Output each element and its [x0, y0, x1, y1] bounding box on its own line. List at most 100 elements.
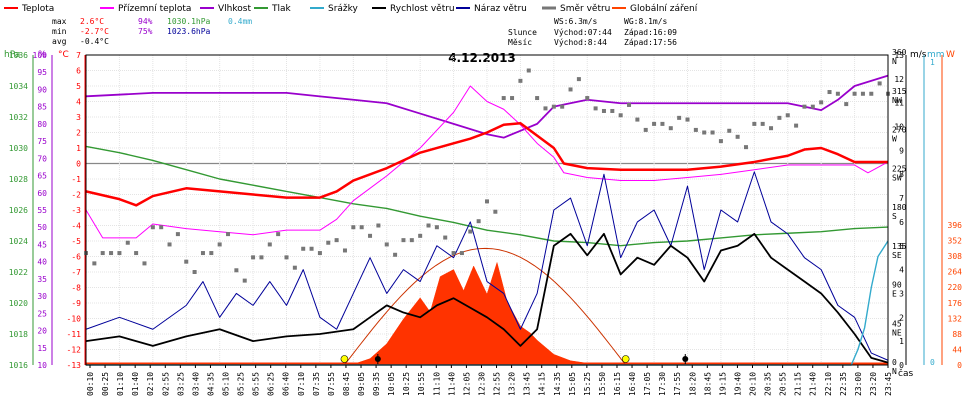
x-tick-label: 06:25 [267, 372, 276, 396]
temp-tick-label: 6 [76, 67, 81, 76]
radiation-area [336, 261, 621, 366]
direction-tick-degree: 0 [892, 358, 897, 367]
direction-point [485, 199, 489, 204]
direction-point [334, 238, 339, 243]
x-tick-label: 14:15 [538, 372, 547, 396]
direction-point [342, 248, 347, 253]
stats-max-rain: 0.4mm [228, 17, 252, 26]
direction-point [125, 240, 130, 245]
direction-tick-name: S [892, 212, 897, 221]
unit-mm: mm [927, 50, 945, 60]
temp-tick-label: -9 [71, 299, 81, 308]
direction-point [877, 81, 882, 86]
stats-block: max 2.6°C 94% 1030.1hPa 0.4mm min -2.7°C… [52, 17, 252, 46]
direction-point [267, 242, 272, 247]
direction-point [869, 91, 874, 96]
stats-min-pressure: 1023.6hPa [167, 27, 211, 36]
series-line-vlhkost [85, 74, 889, 139]
x-tick-label: 11:40 [447, 372, 456, 396]
temp-tick-label: 2 [76, 129, 81, 138]
direction-point [576, 77, 581, 82]
direction-tick-degree: 225 [892, 164, 907, 173]
humidity-tick-label: 90 [37, 85, 47, 94]
humidity-tick-label: 45 [37, 240, 47, 249]
direction-point [326, 240, 331, 245]
direction-point [760, 121, 765, 126]
radiation-tick-label: 132 [948, 314, 963, 323]
temp-tick-label: -10 [67, 315, 82, 324]
temp-tick-label: 4 [76, 98, 81, 107]
humidity-tick-label: 85 [37, 103, 47, 112]
direction-point [359, 225, 364, 230]
x-tick-label: 02:10 [146, 372, 155, 396]
x-tick-label: 17:55 [673, 372, 682, 396]
legend-label: Vlhkost [218, 4, 251, 14]
direction-tick-name: W [892, 135, 897, 144]
direction-tick-degree: 360 [892, 48, 907, 57]
direction-point [852, 91, 857, 96]
humidity-tick-label: 55 [37, 206, 47, 215]
wind-tick-label: 10 [894, 123, 904, 132]
series-radiation [86, 261, 888, 366]
temp-tick-label: -1 [71, 175, 81, 184]
x-tick-label: 07:10 [297, 372, 306, 396]
legend-item-prizemni-teplota: Přízemní teplota [100, 4, 191, 14]
x-tick-label: 22:35 [839, 372, 848, 396]
direction-tick-degree: 180 [892, 203, 907, 212]
direction-tick-name: E [892, 290, 897, 299]
x-axis: 00:10 00:25 01:10 01:40 02:10 02:55 03:25 03:40… [86, 365, 893, 396]
radiation-tick-label: 220 [948, 283, 963, 292]
direction-tick-degree: 270 [892, 126, 907, 135]
temp-tick-label: 1 [76, 144, 81, 153]
legend-label: Přízemní teplota [118, 4, 191, 14]
direction-point [451, 251, 456, 256]
x-tick-label: 14:35 [553, 372, 562, 396]
legend-item-rychlost-vetru: Rychlost větru [372, 4, 455, 14]
stats-min-humidity: 75% [138, 27, 153, 36]
chart-title: 4.12.2013 [448, 51, 516, 65]
direction-point [468, 229, 473, 234]
x-tick-label: 00:10 [86, 372, 95, 396]
pressure-tick-label: 1028 [9, 175, 28, 184]
direction-tick-name: SW [892, 173, 902, 182]
humidity-tick-label: 20 [37, 327, 47, 336]
x-tick-label: 20:10 [748, 372, 757, 396]
wind-tick-label: 8 [899, 170, 904, 179]
x-tick-label: 20:35 [764, 372, 773, 396]
x-tick-label: 06:40 [282, 372, 291, 396]
direction-point [92, 261, 97, 266]
x-tick-label: 11:10 [432, 372, 441, 396]
axis-unit-headers: hPa % °C m/s mm W čas [4, 50, 955, 379]
x-tick-label: 13:20 [508, 372, 517, 396]
x-tick-label: 18:45 [703, 372, 712, 396]
legend-item-srazky: Srážky [310, 4, 359, 14]
direction-point [627, 102, 632, 107]
direction-point [434, 225, 439, 230]
temp-tick-label: -2 [71, 191, 81, 200]
x-tick-label: 13:45 [523, 372, 532, 396]
direction-point [184, 259, 189, 264]
direction-point [727, 128, 732, 133]
x-tick-label: 07:35 [312, 372, 321, 396]
direction-point [693, 127, 698, 132]
direction-point [217, 242, 222, 247]
x-tick-label: 00:25 [101, 372, 110, 396]
direction-point [752, 121, 757, 126]
right-axes: 1312111098765432101039635230826422017613… [892, 48, 962, 376]
temp-tick-label: 7 [76, 51, 81, 60]
humidity-tick-label: 30 [37, 292, 47, 301]
x-tick-label: 03:40 [191, 372, 200, 396]
x-tick-label: 12:05 [462, 372, 471, 396]
stats-max-temp: 2.6°C [80, 17, 104, 26]
wind-tick-label: 12 [894, 75, 904, 84]
humidity-tick-label: 35 [37, 275, 47, 284]
x-tick-label: 21:15 [794, 372, 803, 396]
direction-point [743, 145, 748, 150]
temp-tick-label: -5 [71, 237, 81, 246]
pressure-tick-label: 1036 [9, 51, 28, 60]
x-tick-label: 20:55 [779, 372, 788, 396]
x-tick-label: 21:40 [809, 372, 818, 396]
direction-point [794, 123, 799, 128]
radiation-tick-label: 264 [948, 268, 963, 277]
x-tick-label: 09:05 [357, 372, 366, 396]
